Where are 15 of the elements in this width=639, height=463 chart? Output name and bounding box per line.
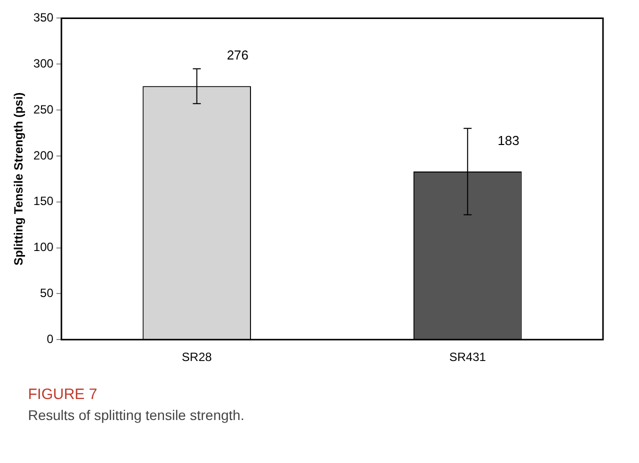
caption: FIGURE 7 bbox=[28, 386, 98, 403]
data-label: 276 bbox=[226, 48, 249, 63]
y-tick-label: 100 bbox=[33, 240, 54, 254]
y-tick-label: 150 bbox=[33, 194, 54, 208]
y-tick-label: 50 bbox=[40, 286, 54, 300]
text: Results of splitting tensile strength. bbox=[28, 407, 246, 423]
data-label: 183 bbox=[498, 133, 520, 148]
x-tick-label: SR431 bbox=[449, 350, 486, 364]
y-tick-label: 200 bbox=[33, 148, 54, 162]
y-tick-label: 300 bbox=[33, 56, 54, 70]
y-tick-label: 350 bbox=[33, 10, 54, 25]
y-tick-label: 250 bbox=[33, 102, 54, 116]
y-axis-title: Splitting Tensile Strength (psi) bbox=[12, 92, 26, 266]
x-tick-label: SR28 bbox=[182, 350, 212, 364]
y-tick-label: 0 bbox=[46, 332, 54, 346]
